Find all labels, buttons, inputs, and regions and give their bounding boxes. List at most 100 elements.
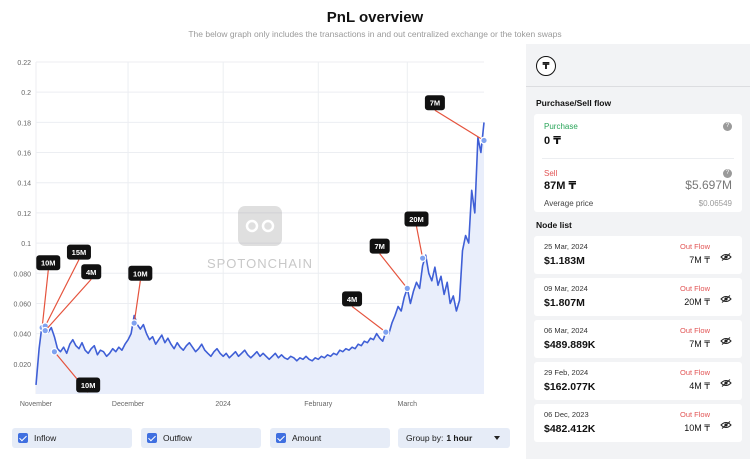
page-subtitle: The below graph only includes the transa… — [188, 29, 562, 39]
annotation-label: 7M — [430, 99, 440, 108]
node-flow-type: Out Flow — [679, 326, 710, 335]
node-date: 06 Mar, 2024 — [544, 326, 588, 335]
eye-slash-icon[interactable] — [720, 337, 732, 345]
y-tick-label: 0.12 — [17, 211, 31, 218]
token-icon: ₸ — [553, 135, 561, 147]
node-date: 29 Feb, 2024 — [544, 368, 589, 377]
y-tick-label: 0.080 — [13, 271, 31, 278]
groupby-select[interactable]: Group by: 1 hour — [398, 428, 510, 448]
node-list-item[interactable]: 25 Mar, 2024 $1.183M Out Flow 7M ₸ — [534, 236, 742, 274]
annotation-connector — [351, 305, 387, 333]
node-date: 06 Dec, 2023 — [544, 410, 589, 419]
eye-slash-icon[interactable] — [720, 379, 732, 387]
y-tick-label: 0.1 — [21, 241, 31, 248]
token-icon: ₸ — [704, 339, 710, 349]
x-tick-label: November — [20, 401, 53, 408]
info-icon[interactable]: ? — [723, 169, 732, 178]
node-flow-type: Out Flow — [679, 284, 710, 293]
amount-label: Amount — [292, 433, 322, 443]
node-list-item[interactable]: 06 Mar, 2024 $489.889K Out Flow 7M ₸ — [534, 320, 742, 358]
amount-checkbox[interactable] — [276, 433, 286, 443]
annotation-label-box — [404, 211, 429, 227]
flow-section-title: Purchase/Sell flow — [536, 98, 612, 108]
panel-divider — [526, 86, 750, 87]
annotation-point — [130, 319, 138, 327]
node-amount: 10M ₸ — [684, 423, 710, 433]
x-tick-label: 2024 — [215, 401, 231, 408]
annotation-connector — [44, 259, 80, 327]
y-tick-label: 0.020 — [13, 362, 31, 369]
watermark-text: SPOTONCHAIN — [207, 256, 313, 271]
node-list-title: Node list — [536, 220, 572, 230]
series-line — [35, 122, 485, 385]
header: PnL overview The below graph only includ… — [0, 0, 750, 44]
groupby-prefix: Group by: — [406, 433, 444, 443]
annotation-label: 10M — [41, 259, 56, 268]
page-title: PnL overview — [326, 9, 424, 26]
node-amount: 7M ₸ — [689, 255, 710, 265]
sell-label: Sell — [544, 169, 558, 178]
eye-slash-icon[interactable] — [720, 295, 732, 303]
node-usd-value: $162.077K — [544, 381, 596, 393]
annotation-label-box — [36, 255, 61, 271]
annotation-label-box — [424, 95, 445, 111]
annotation-label: 20M — [409, 215, 424, 224]
annotation-point — [41, 326, 50, 335]
node-flow-type: Out Flow — [679, 242, 710, 251]
flow-card: Purchase ? 0 ₸ Sell ? 87M ₸ $5.697M Aver… — [534, 114, 742, 212]
token-icon: ₸ — [704, 297, 710, 307]
info-icon[interactable]: ? — [723, 122, 732, 131]
annotation-label: 4M — [86, 268, 96, 277]
eye-slash-icon[interactable] — [720, 253, 732, 261]
annotation-label: 4M — [347, 295, 357, 304]
node-list-item[interactable]: 29 Feb, 2024 $162.077K Out Flow 4M ₸ — [534, 362, 742, 400]
eye-slash-icon[interactable] — [720, 421, 732, 429]
annotation-point — [403, 284, 412, 293]
node-amount: 7M ₸ — [689, 339, 710, 349]
average-price-label: Average price — [544, 199, 594, 208]
token-logo-icon: ₸ — [536, 56, 556, 76]
annotation-label-box — [76, 377, 101, 393]
card-divider — [542, 158, 734, 159]
node-usd-value: $1.807M — [544, 297, 585, 309]
series-area — [36, 122, 484, 395]
token-icon: ₸ — [704, 381, 710, 391]
annotation-label: 10M — [81, 381, 96, 390]
outflow-toggle[interactable]: Outflow — [141, 428, 261, 448]
node-amount: 4M ₸ — [689, 381, 710, 391]
amount-toggle[interactable]: Amount — [270, 428, 390, 448]
inflow-toggle[interactable]: Inflow — [12, 428, 132, 448]
x-tick-label: December — [112, 401, 145, 408]
side-panel: ₸ Purchase/Sell flow Purchase ? 0 ₸ Sell… — [526, 44, 750, 459]
outflow-checkbox[interactable] — [147, 433, 157, 443]
annotation-label-box — [369, 238, 390, 254]
token-icon: ₸ — [568, 180, 577, 192]
annotation-connector — [379, 253, 408, 289]
node-date: 09 Mar, 2024 — [544, 284, 588, 293]
chevron-down-icon — [494, 436, 500, 440]
token-icon: ₸ — [704, 423, 710, 433]
node-list-item[interactable]: 06 Dec, 2023 $482.412K Out Flow 10M ₸ — [534, 404, 742, 442]
inflow-label: Inflow — [34, 433, 57, 443]
annotation-connector — [434, 109, 485, 141]
sell-usd-value: $5.697M — [685, 178, 732, 192]
annotation-connector — [41, 270, 49, 328]
y-tick-label: 0.060 — [13, 301, 31, 308]
annotation-label-box — [128, 265, 153, 281]
inflow-checkbox[interactable] — [18, 433, 28, 443]
annotation-point — [50, 347, 59, 356]
annotation-connector — [415, 226, 424, 259]
y-tick-label: 0.18 — [17, 120, 31, 127]
pnl-chart[interactable]: 0.020 0.040 0.060 0.080 0.1 0.12 0.14 0.16 0.18 0… — [0, 44, 500, 414]
annotation-point — [480, 136, 488, 145]
annotation-label: 15M — [72, 248, 87, 257]
y-tick-label: 0.040 — [13, 332, 31, 339]
node-date: 25 Mar, 2024 — [544, 242, 588, 251]
node-usd-value: $1.183M — [544, 255, 585, 267]
watermark-logo — [238, 206, 282, 246]
node-list-item[interactable]: 09 Mar, 2024 $1.807M Out Flow 20M ₸ — [534, 278, 742, 316]
node-flow-type: Out Flow — [679, 410, 710, 419]
sell-value: 87M ₸ — [544, 180, 577, 192]
y-tick-label: 0.16 — [17, 151, 31, 158]
annotation-label-box — [81, 264, 102, 280]
